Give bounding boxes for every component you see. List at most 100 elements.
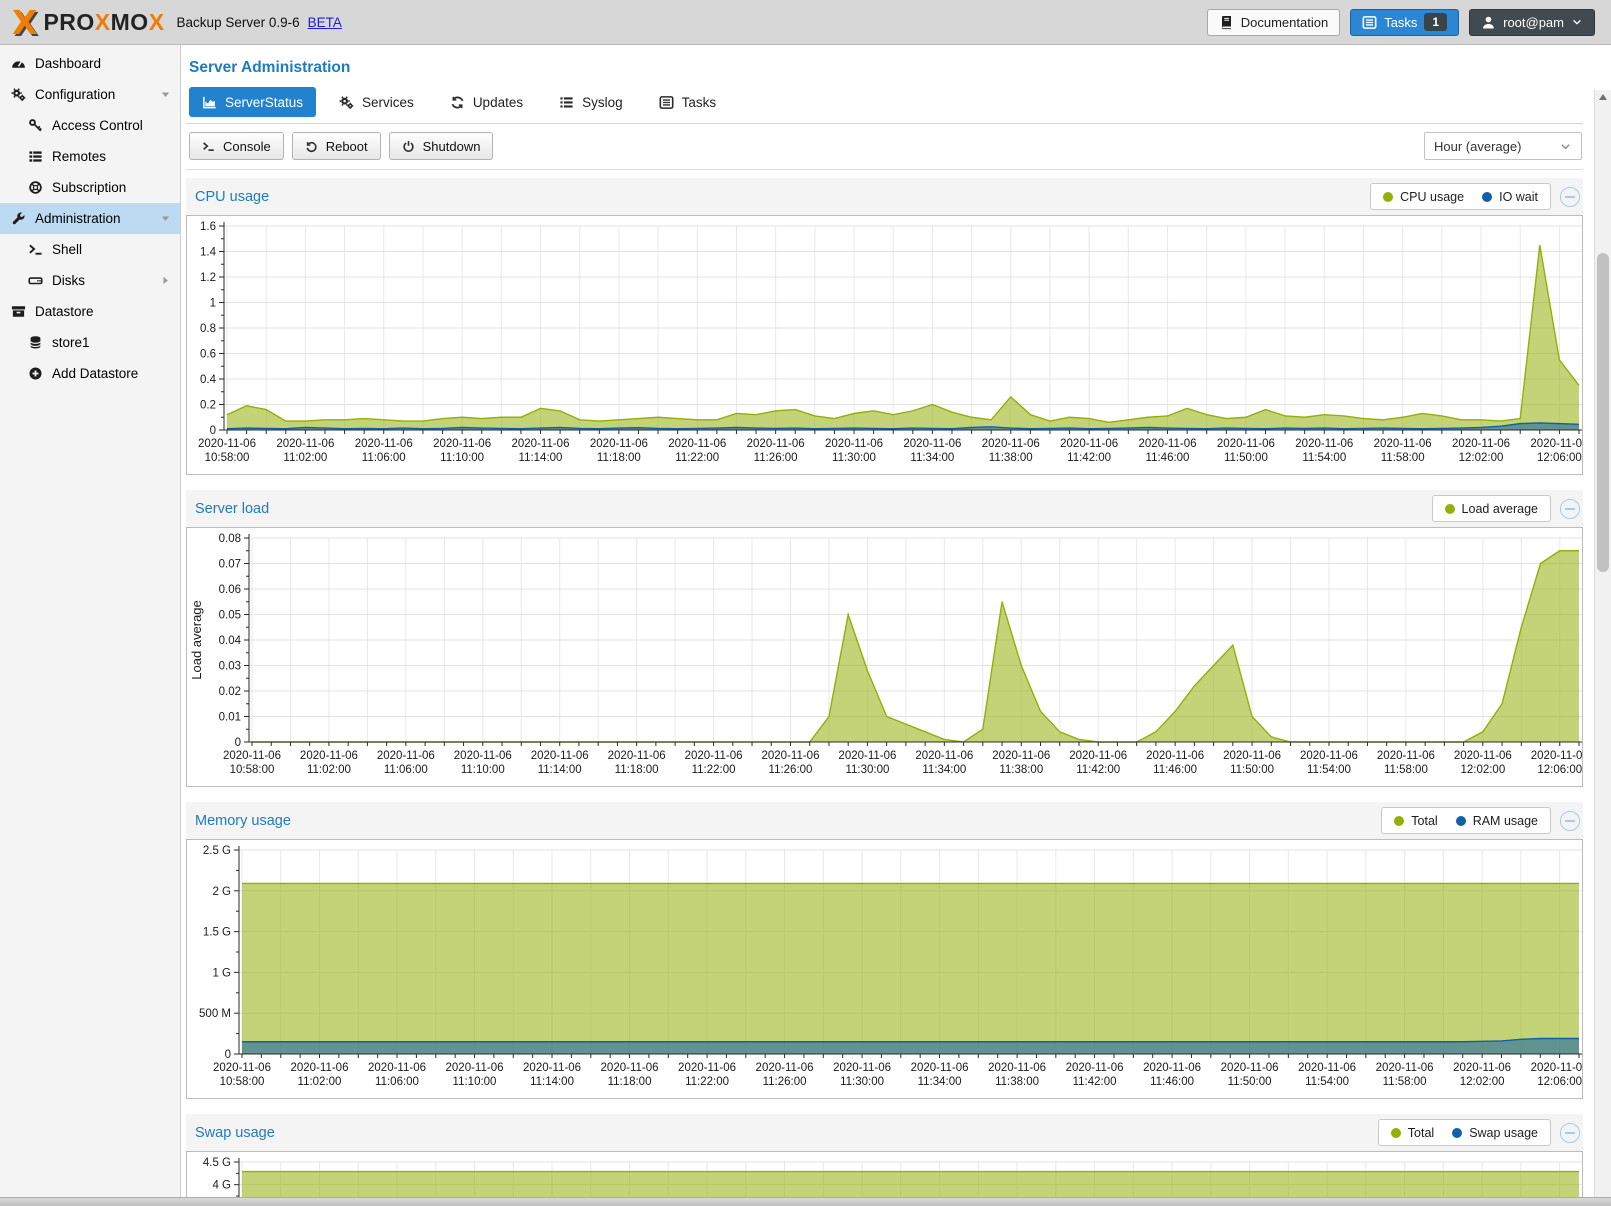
svg-text:2020-11-06: 2020-11-06 <box>1217 438 1275 450</box>
tab-serverstatus[interactable]: ServerStatus <box>189 87 317 117</box>
panel-title: Memory usage <box>195 812 291 829</box>
svg-text:11:06:00: 11:06:00 <box>384 764 428 776</box>
caret-down-icon[interactable] <box>159 88 172 101</box>
svg-text:11:42:00: 11:42:00 <box>1076 764 1120 776</box>
svg-text:0.05: 0.05 <box>219 610 241 622</box>
tab-tasks[interactable]: Tasks <box>646 87 730 117</box>
collapse-panel-button[interactable] <box>1560 498 1580 519</box>
brand: X PROXMOX Backup Server 0.9-6 BETA <box>12 6 342 39</box>
scrollbar-thumb[interactable] <box>1597 253 1609 572</box>
tasks-button[interactable]: Tasks 1 <box>1350 8 1460 36</box>
svg-text:11:14:00: 11:14:00 <box>538 764 582 776</box>
panel-cpu-usage: CPU usage CPU usage IO wait 0 0.2 0.4 0.6 0.8 1 1… <box>186 178 1583 475</box>
svg-text:11:10:00: 11:10:00 <box>440 452 484 464</box>
minus-icon <box>1565 195 1575 198</box>
timeframe-select[interactable]: Hour (average) <box>1424 132 1582 160</box>
scroll-up-arrow-icon[interactable] <box>1595 90 1611 105</box>
svg-text:2020-11-06: 2020-11-06 <box>756 1062 814 1074</box>
svg-text:2020-11-06: 2020-11-06 <box>355 438 413 450</box>
svg-text:2020-11-06: 2020-11-06 <box>982 438 1040 450</box>
svg-text:11:10:00: 11:10:00 <box>453 1076 497 1088</box>
sidebar-item-configuration[interactable]: Configuration <box>0 79 180 110</box>
svg-text:2020-11-06: 2020-11-06 <box>1066 1062 1124 1074</box>
sidebar-item-add-datastore[interactable]: Add Datastore <box>0 358 180 389</box>
task-list-icon <box>1362 15 1377 30</box>
legend-item-swap-usage[interactable]: Swap usage <box>1452 1126 1538 1140</box>
panel-server-load: Server load Load average 0 0.01 0.02 0.03 0.04… <box>186 490 1583 787</box>
svg-text:0: 0 <box>235 737 241 749</box>
svg-text:2020-11-06: 2020-11-06 <box>1221 1062 1279 1074</box>
svg-text:2020-11-06: 2020-11-06 <box>368 1062 426 1074</box>
svg-text:2020-11-06: 2020-11-06 <box>1452 438 1510 450</box>
caret-down-icon[interactable] <box>159 212 172 225</box>
legend-item-cpu-usage[interactable]: CPU usage <box>1383 190 1464 204</box>
tab-updates[interactable]: Updates <box>437 87 536 117</box>
svg-text:0.4: 0.4 <box>200 374 217 386</box>
svg-text:11:02:00: 11:02:00 <box>298 1076 342 1088</box>
tab-services[interactable]: Services <box>326 87 427 117</box>
power-icon <box>402 140 415 153</box>
svg-text:11:22:00: 11:22:00 <box>675 452 719 464</box>
legend-dot-icon <box>1444 503 1455 514</box>
rows-icon <box>28 149 43 164</box>
svg-text:1.4: 1.4 <box>200 247 217 259</box>
beta-link[interactable]: BETA <box>307 14 342 30</box>
vertical-scrollbar[interactable] <box>1594 90 1611 1197</box>
legend-item-io-wait[interactable]: IO wait <box>1482 190 1538 204</box>
svg-text:2020-11-06: 2020-11-06 <box>1377 750 1435 762</box>
legend-dot-icon <box>1482 191 1493 202</box>
svg-text:11:14:00: 11:14:00 <box>530 1076 574 1088</box>
version-text: Backup Server 0.9-6 <box>176 14 300 30</box>
collapse-panel-button[interactable] <box>1560 1122 1580 1143</box>
caret-right-icon[interactable] <box>159 274 172 287</box>
sidebar-item-dashboard[interactable]: Dashboard <box>0 48 180 79</box>
horizontal-scrollbar[interactable] <box>0 1197 1611 1206</box>
shutdown-button[interactable]: Shutdown <box>388 132 494 160</box>
sidebar-item-shell[interactable]: Shell <box>0 234 180 265</box>
legend-item-ram-usage[interactable]: RAM usage <box>1455 814 1538 828</box>
sidebar-item-datastore[interactable]: Datastore <box>0 296 180 327</box>
svg-text:11:34:00: 11:34:00 <box>910 452 954 464</box>
svg-text:2020-11-06: 2020-11-06 <box>377 750 435 762</box>
sidebar-item-subscription[interactable]: Subscription <box>0 172 180 203</box>
sidebar-item-label: Administration <box>35 211 121 226</box>
collapse-panel-button[interactable] <box>1560 810 1580 831</box>
legend-item-total[interactable]: Total <box>1394 814 1438 828</box>
documentation-button[interactable]: Documentation <box>1206 8 1341 36</box>
user-menu-button[interactable]: root@pam <box>1469 8 1595 36</box>
legend-item-load-average[interactable]: Load average <box>1444 502 1538 516</box>
sidebar-item-access-control[interactable]: Access Control <box>0 110 180 141</box>
tasks-count-badge: 1 <box>1424 13 1448 31</box>
svg-text:11:50:00: 11:50:00 <box>1230 764 1274 776</box>
svg-text:2020-11-06: 2020-11-06 <box>276 438 334 450</box>
legend-dot-icon <box>1452 1127 1463 1138</box>
key-icon <box>28 118 43 133</box>
svg-text:10:58:00: 10:58:00 <box>230 764 275 776</box>
svg-text:11:38:00: 11:38:00 <box>999 764 1043 776</box>
proxmox-logo-icon: X <box>12 2 38 42</box>
svg-text:1: 1 <box>210 298 216 310</box>
sidebar-item-administration[interactable]: Administration <box>0 203 180 234</box>
legend-dot-icon <box>1383 191 1394 202</box>
svg-text:2020-11-06: 2020-11-06 <box>1295 438 1353 450</box>
sidebar: Dashboard Configuration Access Control Remo… <box>0 45 181 1206</box>
svg-text:2020-11-06: 2020-11-06 <box>446 1062 504 1074</box>
tab-bar: ServerStatus Services Updates Syslog Tasks <box>189 87 1583 117</box>
sidebar-item-remotes[interactable]: Remotes <box>0 141 180 172</box>
tab-syslog[interactable]: Syslog <box>546 87 636 117</box>
console-button[interactable]: Console <box>189 132 284 160</box>
chart-area: 0 0.2 0.4 0.6 0.8 1 1.2 1.4 1.6 2020-11-06 10:58:0… <box>186 215 1583 475</box>
svg-text:4 G: 4 G <box>212 1180 231 1192</box>
lifering-icon <box>28 180 43 195</box>
sidebar-item-disks[interactable]: Disks <box>0 265 180 296</box>
svg-text:12:06:00: 12:06:00 <box>1537 452 1582 464</box>
legend-item-total[interactable]: Total <box>1390 1126 1434 1140</box>
reboot-button[interactable]: Reboot <box>291 132 381 160</box>
collapse-panel-button[interactable] <box>1560 186 1580 207</box>
svg-text:Load average: Load average <box>189 600 204 680</box>
sidebar-item-label: Disks <box>52 273 85 288</box>
svg-text:12:02:00: 12:02:00 <box>1460 1076 1505 1088</box>
svg-text:2020-11-06: 2020-11-06 <box>747 438 805 450</box>
sidebar-item-store1[interactable]: store1 <box>0 327 180 358</box>
